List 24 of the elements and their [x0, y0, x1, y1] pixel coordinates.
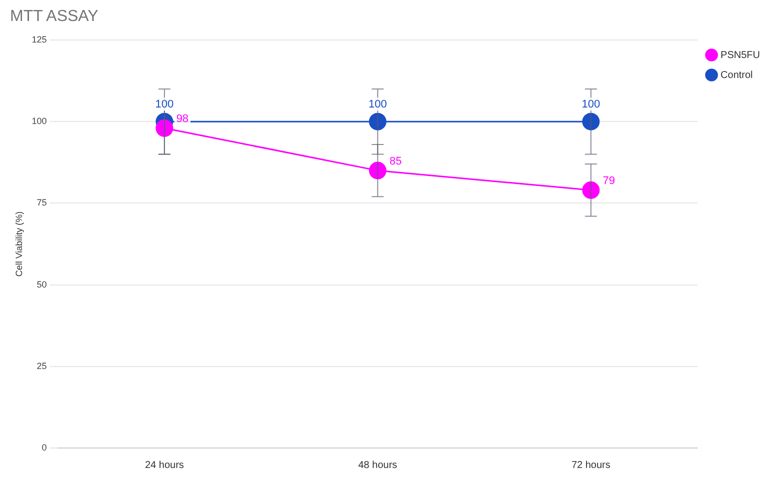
data-label: 100 — [582, 98, 600, 111]
x-tick-label: 48 hours — [358, 460, 398, 471]
point — [582, 181, 600, 199]
y-tick-label: 50 — [36, 279, 47, 290]
chart-title: MTT ASSAY — [10, 8, 98, 26]
data-label: 79 — [602, 175, 616, 188]
y-tick-label: 25 — [36, 360, 47, 371]
y-tick-label: 0 — [42, 442, 47, 452]
legend-label: PSN5FU — [720, 50, 760, 61]
x-tick-label: 24 hours — [144, 460, 184, 471]
data-label: 100 — [368, 98, 387, 111]
point — [368, 162, 386, 180]
point — [368, 112, 386, 130]
legend-label: Control — [720, 70, 753, 81]
point — [156, 119, 174, 137]
data-label: 98 — [176, 113, 189, 126]
y-tick-label: 100 — [32, 116, 47, 126]
point — [582, 112, 600, 130]
x-tick-label: 72 hours — [571, 460, 610, 471]
data-label: 85 — [390, 156, 402, 168]
data-label: 100 — [155, 98, 174, 111]
y-tick-label: 125 — [32, 34, 47, 44]
y-tick-label: 75 — [36, 198, 47, 208]
y-axis-title: Cell Viability (%) — [14, 211, 24, 277]
